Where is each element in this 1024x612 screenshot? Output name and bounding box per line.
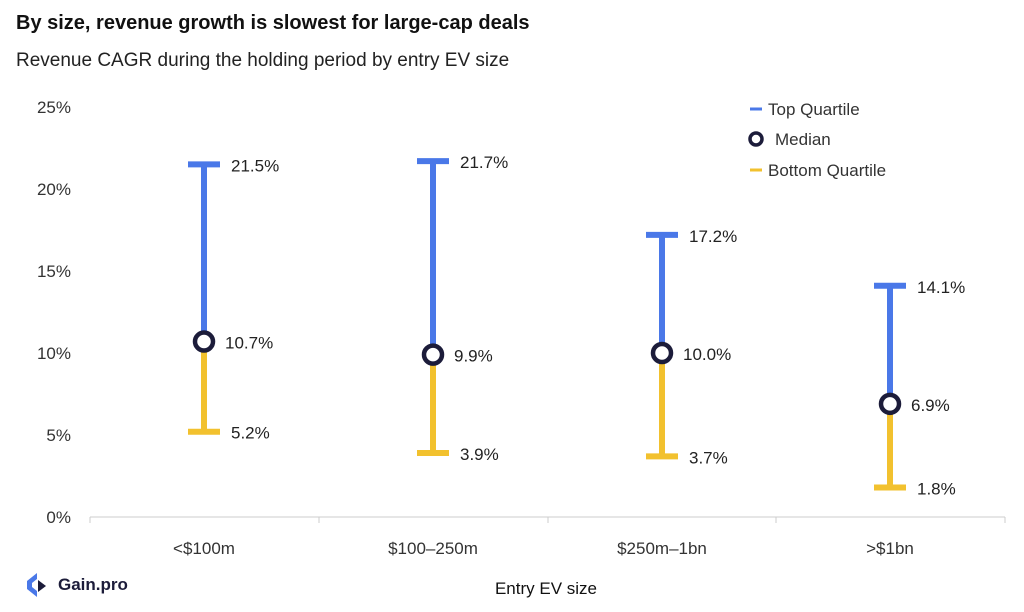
legend-top-quartile-label: Top Quartile	[768, 100, 860, 119]
median-label-1: 9.9%	[454, 347, 493, 366]
median-label-0: 10.7%	[225, 334, 273, 353]
legend-median-label: Median	[775, 130, 831, 149]
x-tick-label-2: $250m–1bn	[617, 539, 707, 558]
y-tick-label-0: 0%	[46, 508, 71, 527]
y-tick-label-2: 10%	[37, 344, 71, 363]
median-marker-1	[421, 343, 445, 366]
bottom-quartile-label-2: 3.7%	[689, 448, 728, 467]
x-tick-label-0: <$100m	[173, 539, 235, 558]
median-marker-0	[192, 330, 216, 353]
x-tick-label-1: $100–250m	[388, 539, 478, 558]
brand-logo: Gain.pro	[24, 572, 128, 598]
legend-median-swatch	[748, 131, 764, 147]
y-tick-label-1: 5%	[46, 426, 71, 445]
bottom-quartile-label-0: 5.2%	[231, 424, 270, 443]
x-axis-label: Entry EV size	[494, 579, 598, 598]
legend-bottom-quartile-label: Bottom Quartile	[768, 161, 886, 180]
y-tick-label-4: 20%	[37, 180, 71, 199]
chart-subtitle: Revenue CAGR during the holding period b…	[16, 50, 510, 71]
top-quartile-label-2: 17.2%	[689, 227, 737, 246]
bottom-quartile-label-1: 3.9%	[460, 445, 499, 464]
top-quartile-label-3: 14.1%	[917, 278, 965, 297]
x-tick-label-3: >$1bn	[866, 539, 914, 558]
top-quartile-label-1: 21.7%	[460, 153, 508, 172]
bottom-quartile-label-3: 1.8%	[917, 479, 956, 498]
gainpro-logo-icon	[27, 573, 46, 597]
median-marker-3	[878, 392, 902, 416]
y-tick-label-5: 25%	[37, 98, 71, 117]
top-quartile-label-0: 21.5%	[231, 156, 279, 175]
median-label-3: 6.9%	[911, 396, 950, 415]
median-marker-2	[650, 341, 674, 365]
y-tick-label-3: 15%	[37, 262, 71, 281]
median-label-2: 10.0%	[683, 345, 731, 364]
brand-name: Gain.pro	[58, 575, 128, 594]
chart-title: By size, revenue growth is slowest for l…	[16, 12, 530, 34]
